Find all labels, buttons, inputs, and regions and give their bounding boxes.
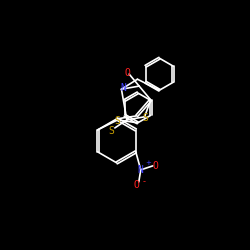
Text: N: N: [138, 165, 144, 175]
Text: S: S: [143, 113, 148, 123]
Text: O: O: [134, 180, 140, 190]
Text: S: S: [115, 116, 120, 126]
Text: -: -: [143, 177, 146, 186]
Text: O: O: [124, 68, 130, 78]
Text: O: O: [153, 161, 159, 171]
Text: N: N: [120, 83, 126, 93]
Text: +: +: [146, 160, 152, 166]
Text: S: S: [108, 126, 114, 136]
